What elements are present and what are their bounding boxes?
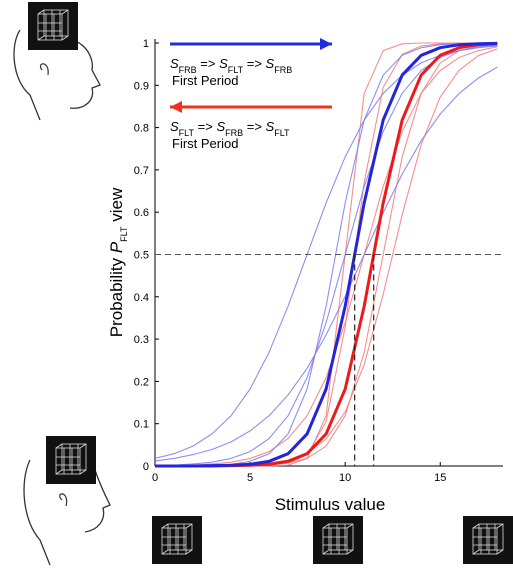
curve <box>154 66 498 462</box>
legend-sublabel: First Period <box>172 73 238 88</box>
y-tick-label: 0 <box>143 461 149 473</box>
legend-arrowhead <box>320 38 332 50</box>
cube-icon <box>151 515 203 565</box>
text-part: => <box>197 56 219 71</box>
cube-icon <box>312 515 364 565</box>
x-tick-label: 10 <box>339 472 351 484</box>
text-part: FLT <box>119 226 129 242</box>
x-tick-label: 5 <box>247 472 253 484</box>
y-tick-label: 0.8 <box>134 123 149 135</box>
y-tick-label: 0.7 <box>134 165 149 177</box>
y-tick-label: 0.2 <box>134 376 149 388</box>
curve <box>155 48 498 467</box>
curve <box>155 41 498 468</box>
text-part: S <box>216 119 225 134</box>
cube-icon <box>462 515 513 565</box>
x-axis-label: Stimulus value <box>275 495 386 514</box>
text-part: S <box>170 119 179 134</box>
y-tick-label: 1 <box>143 38 149 50</box>
x-tick-label: 0 <box>152 472 158 484</box>
y-tick-label: 0.4 <box>134 292 149 304</box>
text-part: => <box>243 119 265 134</box>
text-part: FLT <box>274 128 290 138</box>
text-part: FRB <box>274 65 292 75</box>
legend-sublabel: First Period <box>172 136 238 151</box>
y-tick-label: 0.3 <box>134 334 149 346</box>
text-part: S <box>170 56 179 71</box>
text-part: FLT <box>228 65 244 75</box>
x-tick-label: 15 <box>434 472 446 484</box>
y-tick-label: 0.1 <box>134 419 149 431</box>
y-tick-label: 0.6 <box>134 207 149 219</box>
text-part: => <box>194 119 216 134</box>
legend-label: SFRB => SFLT => SFRB <box>170 56 292 75</box>
legend-arrowhead <box>170 101 182 113</box>
text-part: FRB <box>179 65 197 75</box>
curve <box>155 46 498 467</box>
text-part: FLT <box>179 128 195 138</box>
y-tick-label: 0.9 <box>134 80 149 92</box>
head-icon-top <box>13 1 101 121</box>
text-part: S <box>266 56 275 71</box>
text-part: FRB <box>225 128 243 138</box>
text-part: view <box>107 187 126 226</box>
y-tick-label: 0.5 <box>134 250 149 262</box>
text-part: Probability <box>107 253 126 337</box>
y-axis-label: Probability PFLT view <box>107 187 129 337</box>
head-icon-bottom <box>23 435 111 566</box>
text-part: S <box>266 119 275 134</box>
legend-label: SFLT => SFRB => SFLT <box>170 119 290 138</box>
text-part: S <box>219 56 228 71</box>
text-part: => <box>243 56 265 71</box>
text-part: P <box>107 241 126 253</box>
